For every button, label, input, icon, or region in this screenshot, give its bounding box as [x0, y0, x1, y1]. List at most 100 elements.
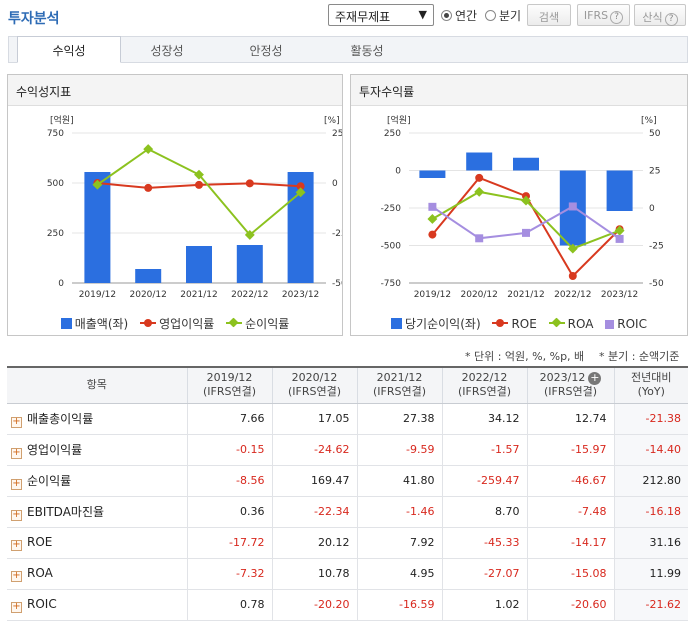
expand-row-icon[interactable]: + [11, 538, 22, 551]
header-col-2022[interactable]: 2022/12 (IFRS연결) [441, 366, 527, 404]
value-cell: 8.70 [441, 496, 527, 528]
tab-stability[interactable]: 안정성 [214, 37, 318, 62]
row-label-cell[interactable]: + 매출총이익률 [7, 403, 187, 435]
value-cell: 34.12 [441, 403, 527, 435]
header-basis: (IFRS연결) [287, 385, 342, 399]
table-row: + ROIC 0.78 -20.20 -16.59 1.02 -20.60 -21.62 [7, 589, 688, 621]
select-value: 주재무제표 [335, 10, 391, 24]
header-year: 2019/12 [206, 371, 253, 385]
row-label-cell[interactable]: + 순이익률 [7, 465, 187, 497]
ifrs-button[interactable]: IFRS? [577, 4, 630, 26]
legend-item-net-margin[interactable]: 순이익률 [226, 317, 289, 331]
value-cell: -9.59 [356, 434, 442, 466]
left-tick-label: -500 [381, 242, 402, 252]
expand-row-icon[interactable]: + [11, 508, 22, 521]
legend-label: 당기순이익(좌) [405, 317, 481, 331]
tab-growth[interactable]: 성장성 [115, 37, 219, 62]
row-label-cell[interactable]: + ROIC [7, 589, 187, 621]
legend-swatch [548, 318, 565, 328]
yoy-cell: 212.80 [613, 465, 688, 497]
radio-quarter[interactable]: 분기 [485, 7, 521, 24]
point-mark [245, 179, 254, 188]
header-col-2023[interactable]: 2023/12 + (IFRS연결) [526, 366, 614, 404]
legend-item-roe[interactable]: ROE [492, 317, 537, 331]
value-cell: -1.46 [356, 496, 442, 528]
x-tick-label: 2022/12 [554, 290, 591, 300]
yoy-cell: -21.62 [613, 589, 688, 621]
header-col-2020[interactable]: 2020/12 (IFRS연결) [271, 366, 357, 404]
legend-item-sales[interactable]: 매출액(좌) [60, 317, 129, 331]
x-tick-label: 2021/12 [507, 290, 544, 300]
value-cell: -20.20 [271, 589, 357, 621]
value-cell: 10.78 [271, 558, 357, 590]
expand-plus-icon[interactable]: + [588, 371, 602, 386]
legend-swatch [226, 318, 243, 328]
header-basis: (IFRS연결) [543, 385, 598, 399]
table-row: + ROA -7.32 10.78 4.95 -27.07 -15.08 11.99 [7, 558, 688, 590]
value-cell: -46.67 [526, 465, 614, 497]
value-cell: -14.17 [526, 527, 614, 559]
row-label: ROE [27, 534, 53, 549]
point-mark [428, 230, 437, 239]
row-label-cell[interactable]: + 영업이익률 [7, 434, 187, 466]
header-col-2021[interactable]: 2021/12 (IFRS연결) [356, 366, 442, 404]
expand-row-icon[interactable]: + [11, 446, 22, 459]
value-cell: 12.74 [526, 403, 614, 435]
right-tick-label: 50 [649, 129, 661, 139]
help-icon: ? [664, 13, 678, 26]
row-label-cell[interactable]: + ROA [7, 558, 187, 590]
statement-type-select[interactable]: 주재무제표 ▼ [328, 4, 434, 26]
header-year: 2023/12 + [528, 371, 614, 386]
legend-item-op-margin[interactable]: 영업이익률 [140, 317, 214, 331]
legend-item-net-income[interactable]: 당기순이익(좌) [391, 317, 481, 331]
header-item: 항목 [7, 366, 187, 404]
help-icon: ? [610, 11, 624, 24]
expand-row-icon[interactable]: + [11, 569, 22, 582]
radio-annual[interactable]: 연간 [441, 7, 477, 24]
left-tick-label: -750 [381, 279, 402, 289]
point-mark [427, 214, 438, 224]
header-basis: (IFRS연결) [457, 385, 512, 399]
tab-label: 수익성 [52, 44, 86, 58]
value-cell: -20.60 [526, 589, 614, 621]
point-mark [474, 186, 485, 197]
expand-row-icon[interactable]: + [11, 477, 22, 490]
value-cell: -45.33 [441, 527, 527, 559]
right-tick-label: -50 [649, 279, 664, 289]
header-col-2019[interactable]: 2019/12 (IFRS연결) [186, 366, 272, 404]
value-cell: 1.02 [441, 589, 527, 621]
x-tick-label: 2019/12 [79, 290, 116, 300]
table-row: + ROE -17.72 20.12 7.92 -45.33 -14.17 31.16 [7, 527, 688, 559]
legend-label: 매출액(좌) [74, 317, 129, 331]
radio-unselected-icon [485, 10, 496, 21]
value-cell: 0.78 [186, 589, 272, 621]
value-cell: -24.62 [271, 434, 357, 466]
tab-profitability[interactable]: 수익성 [17, 36, 121, 63]
formula-button[interactable]: 산식? [634, 4, 686, 26]
expand-row-icon[interactable]: + [11, 415, 22, 428]
row-label-cell[interactable]: + EBITDA마진율 [7, 496, 187, 528]
chart-legend: 매출액(좌) 영업이익률 순이익률 [8, 315, 342, 332]
panel-title: 수익성지표 [8, 75, 342, 106]
search-button[interactable]: 검색 [527, 4, 571, 26]
tab-label: 안정성 [249, 44, 283, 58]
point-mark [475, 173, 484, 182]
expand-row-icon[interactable]: + [11, 600, 22, 613]
chevron-down-icon: ▼ [418, 8, 427, 21]
legend-item-roic[interactable]: ROIC [605, 317, 647, 331]
row-label: 매출총이익률 [27, 411, 94, 426]
row-label-cell[interactable]: + ROE [7, 527, 187, 559]
tab-activity[interactable]: 활동성 [315, 37, 419, 62]
x-tick-label: 2021/12 [180, 290, 217, 300]
legend-swatch [605, 320, 615, 329]
value-cell: -7.48 [526, 496, 614, 528]
point-mark [295, 187, 306, 198]
chart-legend: 당기순이익(좌) ROE ROA ROIC [351, 315, 687, 332]
header-year: 2022/12 [461, 371, 508, 385]
radio-quarter-label: 분기 [499, 9, 522, 23]
investment-return-chart: [억원] [%] 250 50 0 25 -250 0 -500 -25 -750 -50 2019/1… [381, 114, 664, 300]
panel-title: 투자수익률 [351, 75, 687, 106]
value-cell: 4.95 [356, 558, 442, 590]
left-tick-label: 0 [395, 167, 401, 177]
legend-item-roa[interactable]: ROA [548, 317, 593, 331]
